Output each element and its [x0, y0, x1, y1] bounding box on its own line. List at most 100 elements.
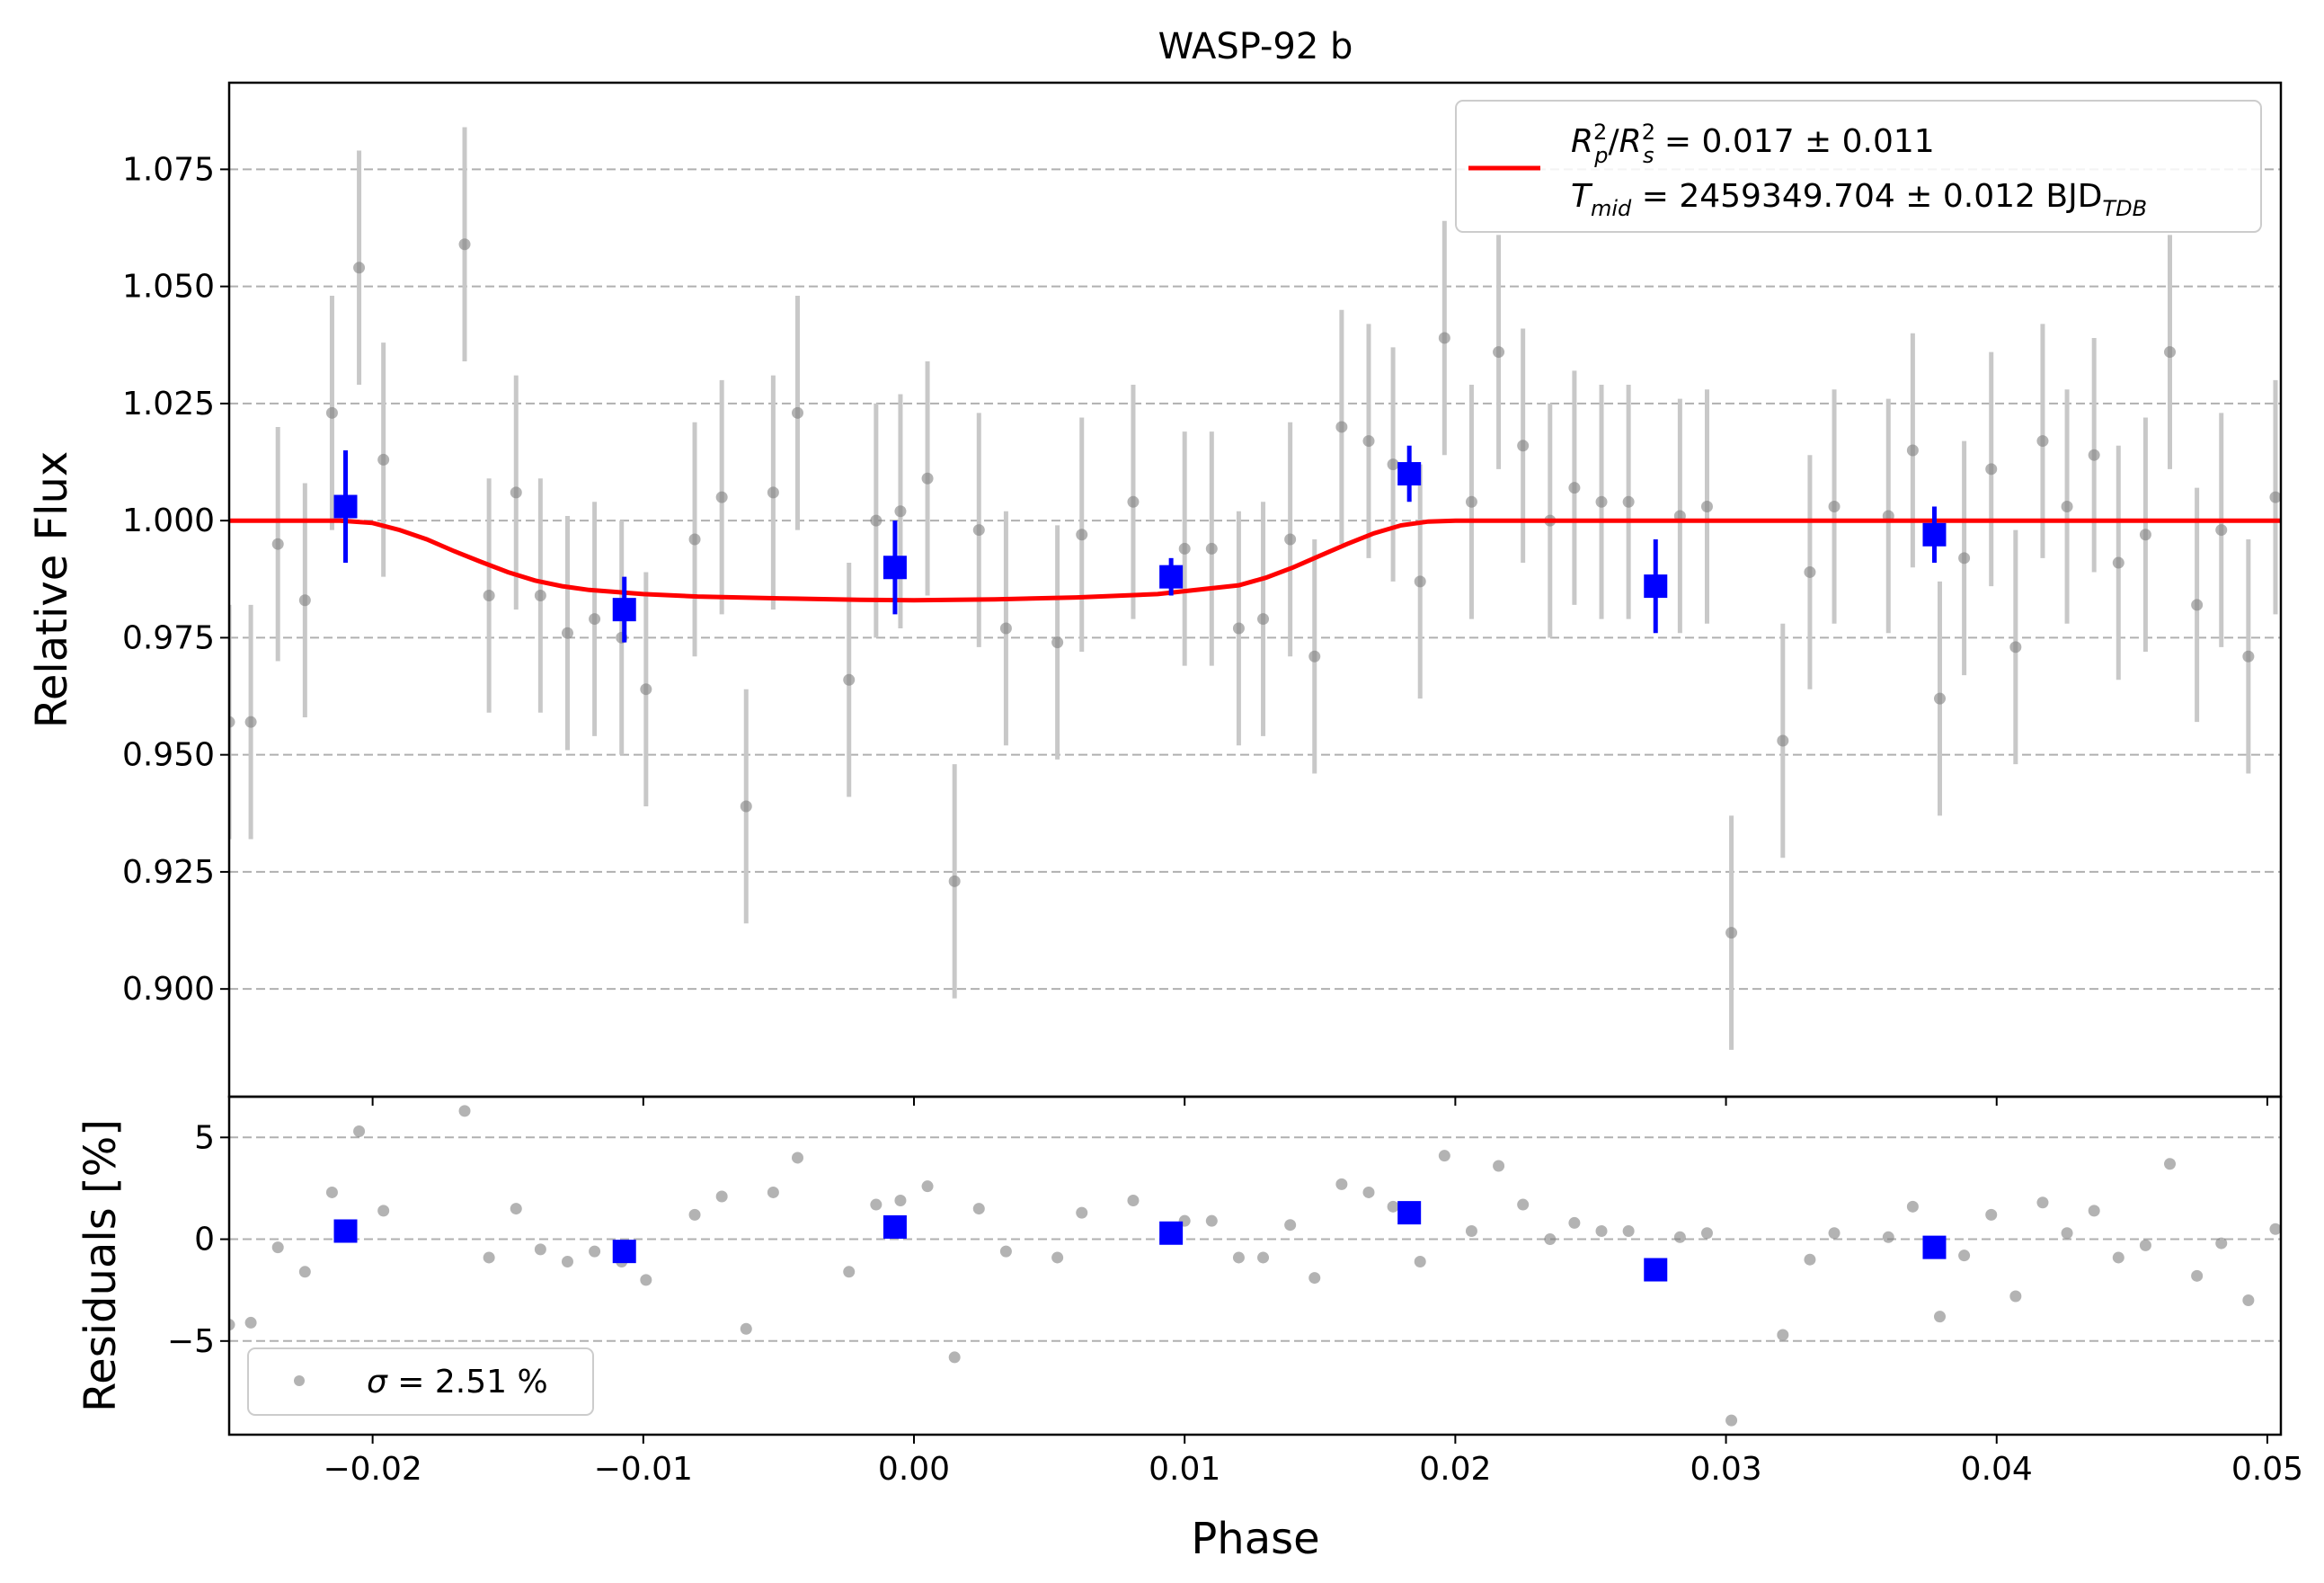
residual-point — [1595, 1224, 1608, 1237]
residuals-data-points — [229, 1105, 2281, 1427]
main-ytick-label: 0.950 — [122, 737, 215, 774]
legend-sigma-value: = 2.51 % — [387, 1364, 548, 1401]
legend-slash: / — [1609, 123, 1620, 160]
residual-point — [1985, 1208, 1998, 1221]
main-ytick-label: 1.000 — [122, 502, 215, 539]
residual-point — [1544, 1233, 1557, 1246]
data-point — [767, 486, 779, 499]
data-point — [1387, 458, 1399, 471]
residual-point — [715, 1190, 728, 1203]
data-point — [1465, 495, 1477, 508]
data-point — [2061, 501, 2073, 513]
residual-point — [510, 1203, 522, 1215]
residual-point — [229, 1319, 235, 1331]
binned-point — [1922, 522, 1947, 547]
residuals-ytick-label: 0 — [194, 1222, 215, 1258]
residual-point — [1127, 1195, 1140, 1207]
main-ytick-label: 0.975 — [122, 619, 215, 656]
residual-point — [1232, 1251, 1245, 1264]
data-point — [1335, 421, 1348, 433]
residuals-ylabel: Residuals [%] — [75, 1119, 126, 1412]
data-point — [1725, 927, 1738, 939]
residual-point — [640, 1274, 652, 1286]
binned-residual-point — [1397, 1201, 1422, 1225]
residual-point — [1725, 1414, 1738, 1427]
data-point — [1232, 622, 1245, 635]
main-ytick-label: 0.900 — [122, 971, 215, 1008]
main-plot-area — [229, 127, 2281, 1050]
data-point — [2215, 524, 2228, 537]
legend-sigma-symbol: σ — [367, 1364, 388, 1401]
legend-sigma-text: σ = 2.51 % — [367, 1364, 548, 1401]
residual-point — [298, 1266, 311, 1278]
main-data-points — [229, 238, 2281, 939]
residual-point — [2088, 1205, 2100, 1217]
data-point — [1595, 495, 1608, 508]
binned-residual-point — [1159, 1221, 1184, 1245]
residual-point — [1622, 1224, 1635, 1237]
model-curve — [229, 518, 2281, 603]
data-point — [483, 590, 495, 602]
data-point — [589, 613, 601, 626]
data-point — [2112, 556, 2124, 569]
residual-point — [1438, 1150, 1450, 1162]
residual-point — [325, 1186, 338, 1198]
data-point — [2242, 650, 2255, 663]
residual-point — [1882, 1231, 1894, 1243]
residual-point — [1362, 1186, 1375, 1198]
residual-point — [688, 1208, 701, 1221]
data-point — [921, 472, 934, 485]
residual-point — [2269, 1223, 2281, 1235]
residual-point — [1828, 1227, 1841, 1240]
residual-point — [870, 1198, 883, 1211]
legend-rp-sub: p — [1593, 143, 1608, 168]
residual-point — [1335, 1178, 1348, 1190]
residuals-xtick-label: 0.01 — [1149, 1451, 1220, 1488]
data-point — [1906, 444, 1919, 457]
residuals-xtick-label: −0.02 — [323, 1451, 421, 1488]
data-point — [1051, 636, 1064, 649]
binned-point — [1397, 462, 1422, 486]
data-point — [870, 514, 883, 527]
residuals-xtick-label: 0.02 — [1419, 1451, 1491, 1488]
legend-tmid-value: = 2459349.704 ± 0.012 BJD — [1631, 178, 2102, 215]
residual-point — [1804, 1253, 1816, 1266]
residual-point — [1465, 1224, 1477, 1237]
residual-point — [1673, 1231, 1686, 1243]
legend-tmid-sub: mid — [1591, 196, 1632, 221]
residual-point — [972, 1203, 985, 1215]
main-legend: R2 p/R2 s = 0.017 ± 0.011 Tmid = 2459349.7… — [1455, 100, 2262, 233]
residual-point — [1517, 1198, 1530, 1211]
data-point — [1178, 542, 1191, 555]
data-point — [458, 238, 471, 251]
data-point — [1205, 542, 1218, 555]
residuals-xtick-label: −0.01 — [594, 1451, 693, 1488]
data-point — [640, 683, 652, 696]
residual-point — [1493, 1160, 1505, 1172]
data-point — [2009, 641, 2022, 654]
data-point — [377, 453, 390, 466]
binned-point — [333, 494, 358, 519]
residual-point — [894, 1195, 907, 1207]
residual-point — [483, 1251, 495, 1264]
data-point — [325, 406, 338, 419]
data-point — [688, 533, 701, 546]
data-point — [1517, 440, 1530, 452]
residual-point — [353, 1125, 366, 1138]
data-point — [1622, 495, 1635, 508]
data-point — [791, 406, 803, 419]
residual-point — [2036, 1196, 2049, 1209]
residuals-y-ticks: −5 0 5 — [167, 1119, 229, 1360]
main-ylabel: Relative Flux — [27, 451, 77, 729]
binned-residual-point — [1644, 1258, 1668, 1282]
binned-point — [1644, 574, 1668, 599]
data-point — [715, 491, 728, 503]
data-point — [510, 486, 522, 499]
data-point — [894, 505, 907, 518]
data-point — [1127, 495, 1140, 508]
residual-point — [2009, 1290, 2022, 1303]
binned-residual-point — [333, 1219, 358, 1243]
data-point — [948, 875, 961, 887]
